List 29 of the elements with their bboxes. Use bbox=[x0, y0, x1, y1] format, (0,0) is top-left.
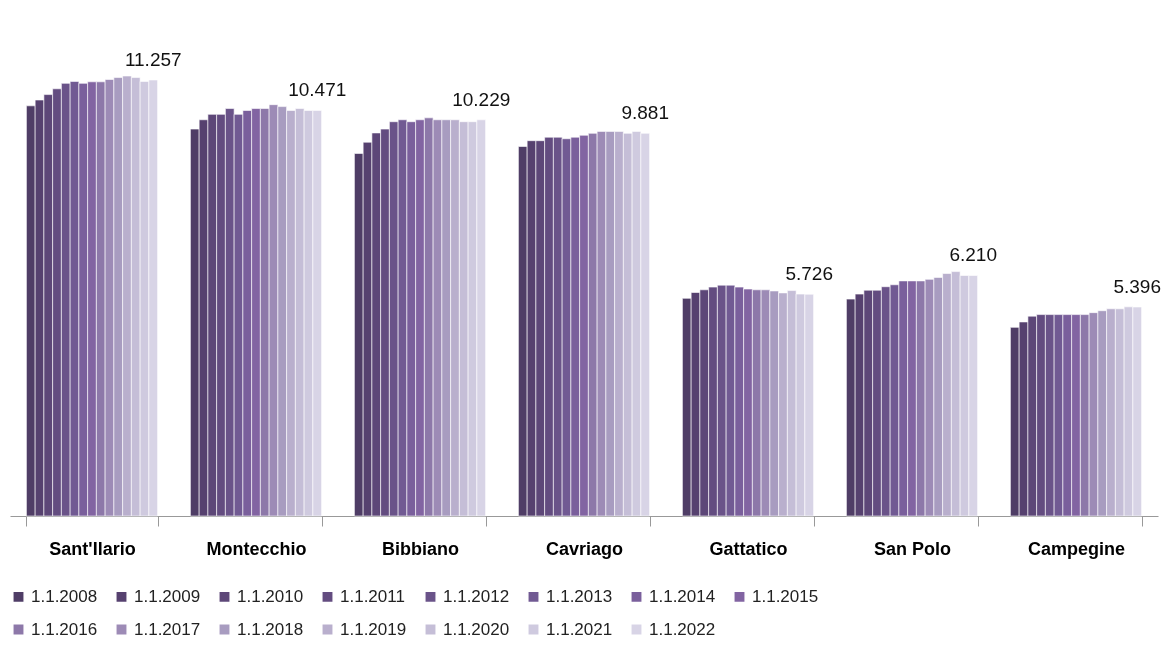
data-label: 11.257 bbox=[124, 48, 182, 70]
data-label: 5.726 bbox=[785, 263, 833, 285]
legend-label: 1.1.2021 bbox=[546, 619, 613, 639]
data-label: 6.210 bbox=[949, 244, 997, 266]
data-label: 10.471 bbox=[288, 79, 347, 101]
legend-label: 1.1.2012 bbox=[443, 586, 510, 606]
data-label: 9.881 bbox=[621, 102, 669, 124]
legend-label: 1.1.2018 bbox=[237, 619, 304, 639]
x-tick-label: Cavriago bbox=[545, 538, 624, 559]
x-tick-label: Gattatico bbox=[709, 538, 788, 559]
x-tick-label: Campegine bbox=[1027, 538, 1126, 559]
data-label: 5.396 bbox=[1113, 276, 1161, 297]
legend-label: 1.1.2016 bbox=[31, 619, 98, 639]
legend-label: 1.1.2013 bbox=[546, 586, 613, 606]
legend-label: 1.1.2019 bbox=[340, 619, 407, 639]
legend-label: 1.1.2011 bbox=[340, 586, 405, 606]
x-tick-label: Bibbiano bbox=[382, 538, 459, 559]
legend-label: 1.1.2008 bbox=[31, 586, 98, 606]
legend-label: 1.1.2022 bbox=[649, 619, 716, 639]
legend-label: 1.1.2014 bbox=[649, 586, 716, 606]
legend-label: 1.1.2017 bbox=[134, 619, 201, 639]
legend-label: 1.1.2010 bbox=[237, 586, 304, 606]
x-tick-label: Montecchio bbox=[206, 538, 307, 559]
x-tick-label: Sant'Ilario bbox=[49, 538, 136, 559]
data-label: 10.229 bbox=[452, 88, 511, 110]
legend-label: 1.1.2009 bbox=[134, 586, 201, 606]
legend-label: 1.1.2015 bbox=[752, 586, 819, 606]
x-tick-label: San Polo bbox=[873, 538, 952, 559]
legend-label: 1.1.2020 bbox=[443, 619, 510, 639]
